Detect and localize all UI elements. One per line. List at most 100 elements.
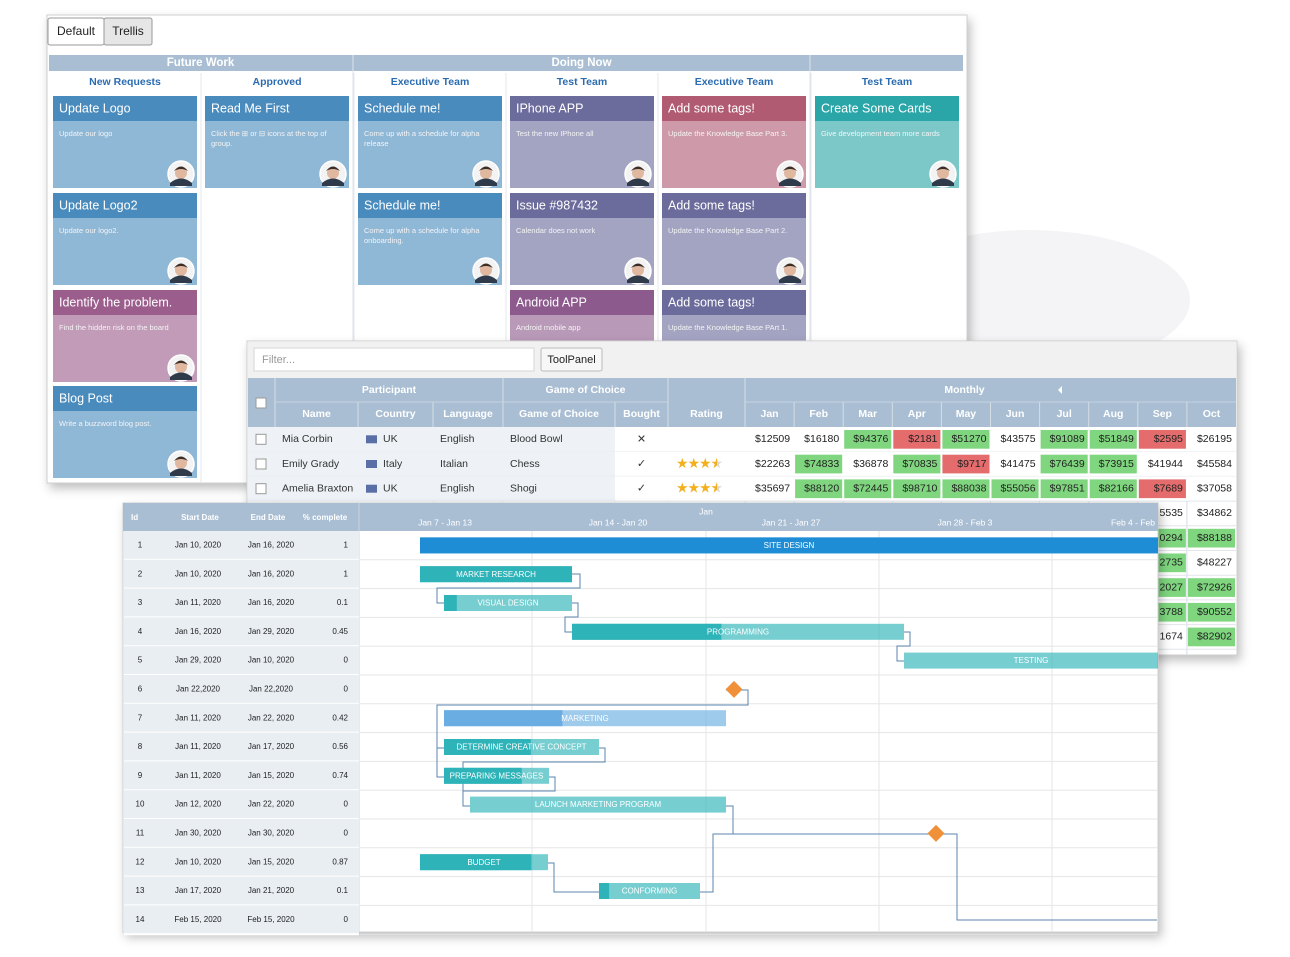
task-id: 13 (136, 886, 145, 895)
card-title: Blog Post (59, 391, 113, 405)
toolpanel-label[interactable]: ToolPanel (547, 354, 595, 366)
task-bar[interactable]: DETERMINE CREATIVE CONCEPT (444, 739, 599, 755)
card[interactable]: Update Logo Update our logo (53, 96, 197, 188)
cell-monthly: $2181 (908, 433, 937, 445)
filter-placeholder[interactable]: Filter... (262, 354, 295, 366)
cell-monthly: 0294 (1160, 532, 1184, 544)
task-bar[interactable]: VISUAL DESIGN (444, 595, 572, 611)
card-title: Update Logo2 (59, 198, 138, 212)
task-bar[interactable]: CONFORMING (599, 883, 700, 899)
task-start: Feb 15, 2020 (174, 915, 222, 924)
task-end: Jan 22, 2020 (248, 800, 295, 809)
card-header (358, 96, 502, 121)
card[interactable]: Add some tags! Update the Knowledge Base … (662, 96, 806, 188)
cell-monthly: $94376 (853, 433, 888, 445)
task-bar[interactable]: MARKETING (444, 710, 726, 727)
milestone[interactable] (725, 680, 743, 698)
cell-bought: ✕ (637, 432, 646, 445)
card[interactable]: IPhone APP Test the new IPhone all (510, 96, 654, 188)
task-name: PREPARING MESSAGES (450, 771, 544, 780)
task-bar[interactable]: LAUNCH MARKETING PROGRAM (470, 796, 726, 813)
card[interactable]: Schedule me! Come up with a schedule for … (358, 193, 502, 285)
cell-monthly: $41944 (1148, 458, 1183, 470)
country-flag (366, 435, 377, 444)
table-row (124, 675, 359, 704)
cell-highlight (893, 479, 941, 499)
month-header: Jan (761, 408, 779, 420)
cell-highlight (942, 454, 990, 474)
cell-name: Emily Grady (282, 458, 340, 470)
cell-monthly: $41475 (1001, 458, 1036, 470)
task-bar[interactable]: PROGRAMMING (572, 623, 904, 640)
month-header: Jun (1006, 408, 1025, 420)
view-button-label[interactable]: Default (57, 24, 96, 38)
task-bar[interactable]: MARKET RESEARCH (420, 566, 572, 583)
cell-monthly: $74833 (804, 458, 839, 470)
cell-monthly: $70835 (902, 458, 937, 470)
avatar-body (170, 468, 192, 476)
timeline-month: Jan (699, 506, 713, 516)
view-button[interactable] (103, 17, 153, 46)
row-checkbox[interactable] (255, 458, 267, 470)
cell-monthly: $72445 (853, 482, 888, 494)
card-title: Android APP (516, 295, 587, 309)
cell-language: Italian (440, 458, 468, 470)
task-bar[interactable]: TESTING (904, 652, 1158, 669)
view-button-label[interactable]: Trellis (112, 24, 144, 38)
card[interactable]: Add some tags! Update the Knowledge Base … (662, 193, 806, 285)
avatar-face (632, 264, 644, 276)
cell-monthly: 5535 (1160, 507, 1184, 519)
task-bar-progress (420, 854, 532, 871)
task-progress: 0 (344, 800, 349, 809)
card-text: Update the Knowledge Base Part 2. (668, 226, 787, 235)
card[interactable]: Issue #987432 Calendar does not work (510, 193, 654, 285)
card-text: Update our logo (59, 129, 112, 138)
avatar-face (175, 167, 187, 179)
avatar-body (170, 275, 192, 283)
card[interactable]: Blog Post Write a buzzword blog post. (53, 386, 197, 478)
cell-highlight (844, 430, 892, 449)
dependency-line (548, 862, 599, 893)
milestone[interactable] (927, 824, 945, 842)
timeline-week: Feb 4 - Feb (1111, 517, 1155, 527)
cell-highlight (1187, 602, 1235, 622)
card-title: Create Some Cards (821, 101, 931, 115)
task-end: Jan 30, 2020 (248, 829, 295, 838)
task-bar-track (470, 796, 726, 813)
card-text: Write a buzzword blog post. (59, 419, 151, 428)
card[interactable]: Identify the problem. Find the hidden ris… (53, 290, 197, 382)
toolpanel-button[interactable] (540, 347, 603, 372)
task-bar[interactable]: SITE DESIGN (420, 537, 1158, 554)
task-name: BUDGET (467, 858, 500, 867)
table-row (124, 703, 359, 733)
avatar-body (932, 178, 954, 186)
row-checkbox[interactable] (255, 433, 267, 445)
avatar-face (937, 167, 949, 179)
card[interactable]: Schedule me! Come up with a schedule for … (358, 96, 502, 188)
filter-input[interactable] (253, 347, 535, 372)
avatar-hair (631, 263, 645, 268)
task-end: Jan 21, 2020 (248, 886, 295, 895)
task-id: 4 (138, 627, 143, 636)
card[interactable]: Update Logo2 Update our logo2. (53, 193, 197, 285)
card[interactable]: Create Some Cards Give development team m… (815, 96, 959, 188)
card-header (662, 96, 806, 121)
task-bar[interactable]: PREPARING MESSAGES (444, 767, 549, 784)
task-progress: 0 (344, 915, 349, 924)
task-id: 1 (138, 541, 143, 550)
table-row (124, 559, 359, 589)
card[interactable]: Read Me First Click the ⊞ or ⊟ icons at t… (205, 96, 349, 188)
row-checkbox[interactable] (255, 483, 267, 495)
task-start: Jan 29, 2020 (175, 656, 222, 665)
task-id: 10 (136, 800, 145, 809)
task-id: 12 (136, 857, 145, 866)
card-title: Add some tags! (668, 295, 755, 309)
table-row (124, 819, 359, 848)
task-id: 6 (138, 685, 143, 694)
header-checkbox[interactable] (255, 397, 267, 409)
cell-monthly: $16180 (804, 433, 839, 445)
collapse-icon[interactable] (1058, 386, 1062, 394)
task-bar[interactable]: BUDGET (420, 854, 548, 871)
card-text: Update our logo2. (59, 226, 119, 235)
gantt-panel: Id Start Date End Date % complete Jan Jan 7 -… (122, 502, 1159, 936)
